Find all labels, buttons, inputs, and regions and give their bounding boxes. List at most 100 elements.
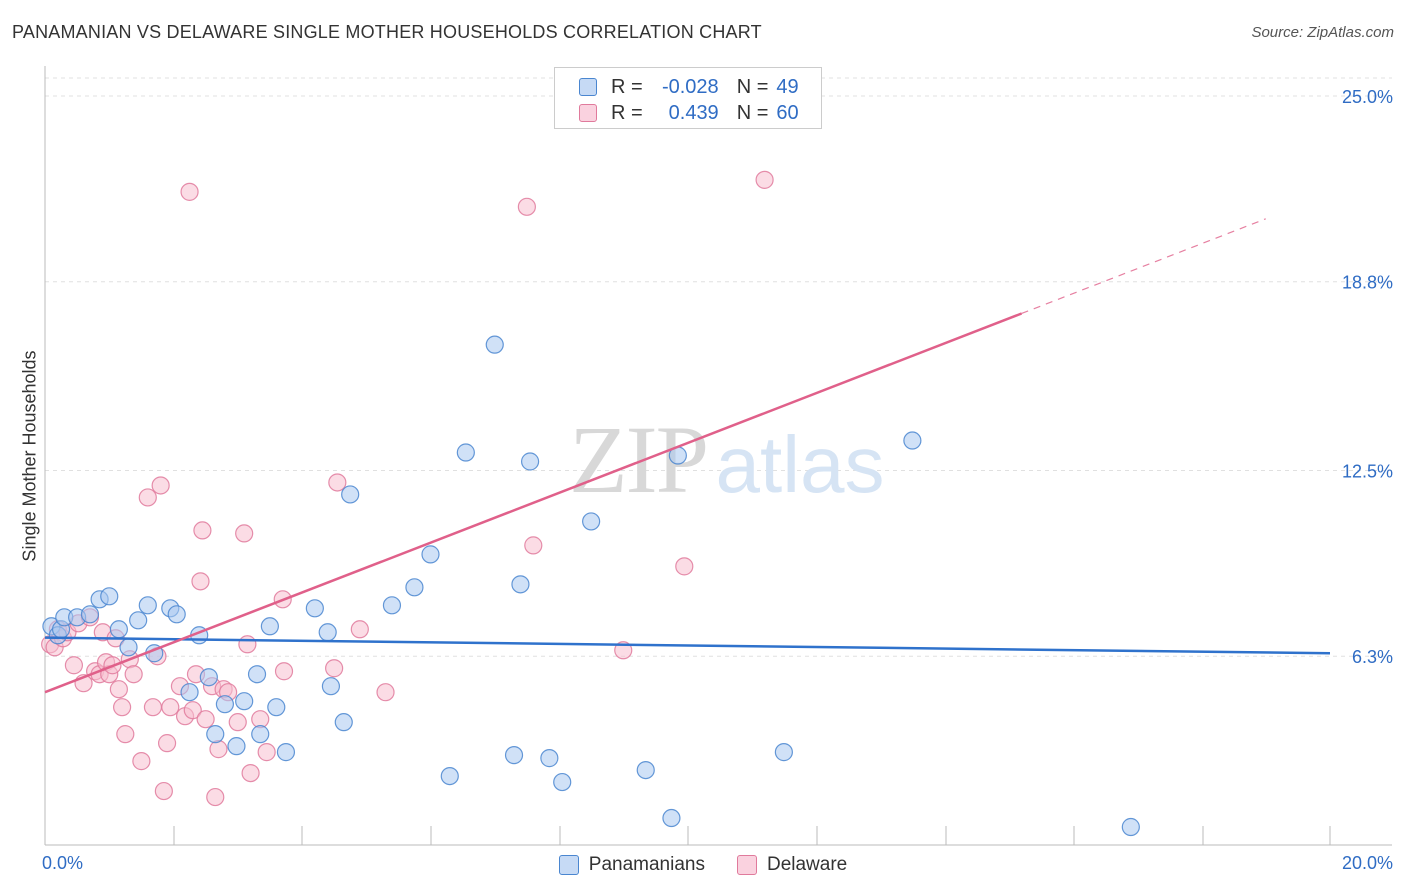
panamanians-point bbox=[138, 596, 157, 615]
panamanians-point bbox=[247, 665, 267, 684]
delaware-point bbox=[675, 557, 694, 576]
delaware-point bbox=[376, 683, 395, 702]
delaware-point bbox=[116, 725, 135, 744]
gridlines bbox=[45, 77, 1392, 657]
panamanians-point bbox=[341, 485, 360, 504]
y-tick-label: 12.5% bbox=[1342, 461, 1393, 481]
panamanians-point bbox=[636, 760, 655, 780]
watermark-atlas: atlas bbox=[716, 420, 885, 509]
delaware-point bbox=[154, 781, 173, 801]
panamanians-point bbox=[119, 638, 138, 657]
chart-title: PANAMANIAN VS DELAWARE SINGLE MOTHER HOU… bbox=[12, 22, 762, 42]
y-tick-label: 25.0% bbox=[1342, 87, 1393, 107]
panamanians-point bbox=[109, 620, 128, 639]
panamanians-point bbox=[321, 677, 341, 696]
delaware-point bbox=[161, 698, 180, 717]
panamanians-point bbox=[440, 766, 459, 786]
delaware-point bbox=[206, 787, 225, 807]
blue-swatch bbox=[579, 78, 597, 96]
r-label: R = bbox=[611, 101, 643, 124]
panamanians-point bbox=[456, 443, 475, 462]
delaware-point bbox=[183, 701, 202, 720]
panamanians-point bbox=[318, 623, 337, 642]
trend-lines bbox=[44, 218, 1331, 694]
delaware-point bbox=[112, 698, 132, 717]
delaware-point bbox=[328, 473, 347, 492]
delaware-point bbox=[241, 763, 260, 783]
panamanians-point bbox=[774, 743, 793, 762]
panamanians-point bbox=[485, 335, 504, 354]
panamanians-point bbox=[180, 683, 199, 702]
delaware-point bbox=[350, 620, 369, 639]
watermark: ZIP atlas bbox=[569, 406, 884, 513]
panamanians-point bbox=[305, 599, 324, 618]
panamanians-point bbox=[662, 808, 681, 828]
x-tick-label-min: 0.0% bbox=[42, 853, 83, 873]
watermark-zip: ZIP bbox=[569, 406, 707, 513]
delaware-point bbox=[151, 476, 170, 495]
y-tick-label: 18.8% bbox=[1342, 273, 1393, 293]
delaware-point bbox=[614, 641, 633, 660]
n-label: N = bbox=[736, 75, 769, 98]
panamanians-point bbox=[540, 749, 559, 768]
pink-swatch bbox=[736, 855, 757, 875]
panamanians-point bbox=[903, 431, 922, 450]
n-label: N = bbox=[736, 101, 769, 124]
delaware-point bbox=[109, 680, 128, 699]
r-value: 0.439 bbox=[663, 101, 719, 124]
panamanians-point bbox=[80, 605, 100, 624]
delaware-point bbox=[180, 182, 199, 201]
stats-legend: R = -0.028 N = 49 R = 0.439 N = 60 bbox=[554, 67, 822, 129]
stats-row-delaware: R = 0.439 N = 60 bbox=[579, 100, 799, 126]
delaware-point bbox=[524, 536, 543, 555]
y-tick-label: 6.3% bbox=[1352, 647, 1393, 667]
x-tick-label-max: 20.0% bbox=[1342, 853, 1393, 873]
panamanians-point bbox=[215, 695, 234, 714]
delaware-point bbox=[191, 572, 210, 591]
delaware-point bbox=[325, 659, 344, 678]
delaware-point bbox=[755, 170, 774, 189]
stats-row-panamanians: R = -0.028 N = 49 bbox=[579, 74, 799, 100]
panamanians-point bbox=[405, 578, 424, 597]
panamanians-point bbox=[1121, 817, 1140, 837]
delaware-point bbox=[157, 734, 177, 753]
delaware-point bbox=[517, 197, 536, 216]
panamanians-point bbox=[334, 713, 353, 732]
legend-item-delaware[interactable]: Delaware bbox=[736, 854, 847, 876]
axes bbox=[44, 66, 1392, 846]
pink-swatch bbox=[579, 104, 597, 122]
n-value: 60 bbox=[776, 101, 799, 124]
panamanians-point bbox=[129, 611, 148, 630]
delaware-point bbox=[193, 521, 212, 540]
r-value: -0.028 bbox=[661, 75, 719, 98]
delaware-point bbox=[196, 710, 215, 729]
panamanians-point bbox=[267, 698, 286, 717]
delaware-point bbox=[235, 524, 254, 543]
legend-item-panamanians[interactable]: Panamanians bbox=[558, 854, 705, 876]
delaware-point bbox=[124, 665, 143, 684]
panamanians-point bbox=[251, 725, 270, 744]
delaware-point bbox=[209, 740, 228, 759]
panamanians-point bbox=[100, 587, 119, 606]
delaware-point bbox=[228, 713, 247, 732]
panamanians-point bbox=[382, 596, 402, 615]
series-legend: Panamanians Delaware bbox=[0, 852, 1406, 878]
source-label: Source: ZipAtlas.com bbox=[1251, 24, 1394, 41]
delaware-trend-line bbox=[44, 312, 1023, 694]
panamanians-point bbox=[553, 772, 572, 792]
panamanians-point bbox=[504, 746, 524, 765]
panamanians-point bbox=[199, 668, 218, 687]
delaware-point bbox=[64, 656, 84, 675]
r-label: R = bbox=[611, 75, 643, 98]
panamanians-point bbox=[235, 692, 254, 711]
delaware-point bbox=[238, 635, 257, 654]
panamanians-point bbox=[421, 545, 440, 564]
legend-label-panamanians: Panamanians bbox=[588, 854, 705, 875]
panamanians-point bbox=[511, 575, 530, 594]
panamanians-points bbox=[42, 335, 1140, 837]
delaware-point bbox=[257, 743, 276, 762]
panamanians-point bbox=[260, 617, 279, 636]
panamanians-point bbox=[227, 737, 246, 756]
panamanians-point bbox=[167, 605, 186, 624]
